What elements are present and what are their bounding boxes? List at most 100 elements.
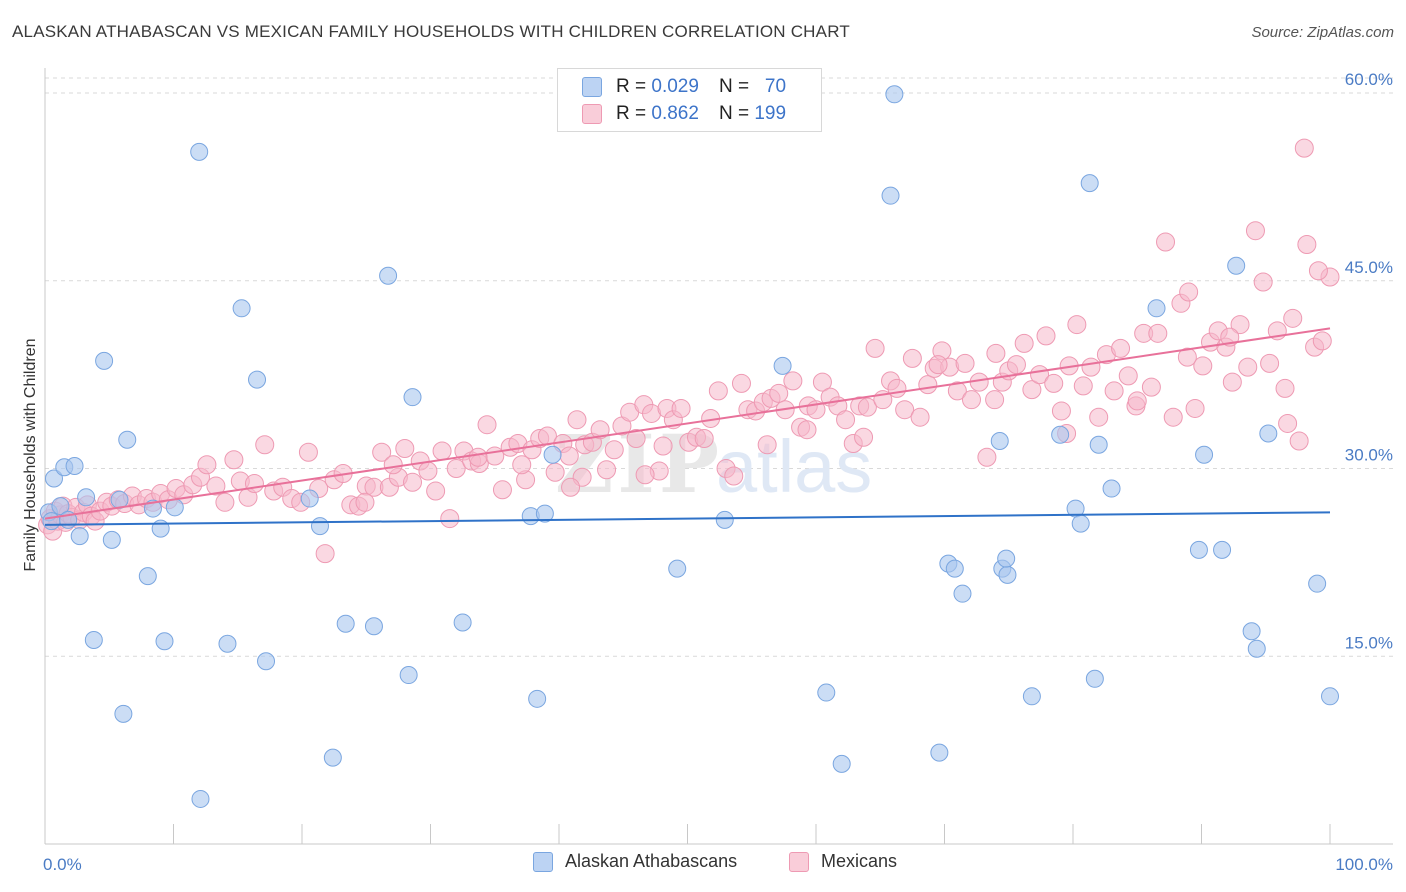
data-point-alaskan-athabascans <box>232 299 251 318</box>
trendline-mexicans <box>44 327 1331 520</box>
data-point-mexicans <box>1179 282 1199 302</box>
data-point-mexicans <box>512 455 532 475</box>
data-point-alaskan-athabascans <box>817 683 836 702</box>
data-point-mexicans <box>1245 221 1265 241</box>
data-point-alaskan-athabascans <box>1259 424 1278 443</box>
data-point-mexicans <box>255 435 275 455</box>
legend-r-value: 0.862 <box>651 103 699 124</box>
legend-swatch-pink <box>582 104 602 124</box>
data-point-alaskan-athabascans <box>945 559 964 578</box>
data-point-mexicans <box>1238 357 1258 377</box>
data-point-alaskan-athabascans <box>248 370 267 389</box>
data-point-alaskan-athabascans <box>1051 425 1070 444</box>
data-point-mexicans <box>1141 377 1161 397</box>
data-point-mexicans <box>372 442 392 462</box>
data-point-mexicans <box>432 441 452 461</box>
data-point-mexicans <box>559 446 579 466</box>
data-point-alaskan-athabascans <box>773 356 792 375</box>
trendline-alaskan-athabascans <box>44 511 1331 526</box>
data-point-mexicans <box>206 476 226 496</box>
data-point-mexicans <box>597 460 617 480</box>
data-point-mexicans <box>492 480 512 500</box>
trendlines <box>44 327 1331 526</box>
data-point-alaskan-athabascans <box>1308 574 1327 593</box>
data-point-mexicans <box>724 466 744 486</box>
x-tick-label: 100.0% <box>1335 855 1393 874</box>
data-point-mexicans <box>1230 315 1250 335</box>
data-point-mexicans <box>1289 431 1309 451</box>
legend-item-alaskan-athabascans: Alaskan Athabascans <box>533 851 737 872</box>
data-point-mexicans <box>224 450 244 470</box>
data-point-alaskan-athabascans <box>453 613 472 632</box>
data-point-alaskan-athabascans <box>885 85 904 104</box>
data-point-mexicans <box>395 438 415 458</box>
data-point-mexicans <box>857 397 877 417</box>
data-point-mexicans <box>545 462 565 482</box>
data-point-alaskan-athabascans <box>257 652 276 671</box>
data-point-mexicans <box>1297 234 1317 254</box>
data-point-alaskan-athabascans <box>1195 445 1214 464</box>
series-legend: Alaskan Athabascans Mexicans <box>0 851 1406 877</box>
data-point-mexicans <box>1067 315 1087 335</box>
data-point-mexicans <box>567 410 587 430</box>
data-point-mexicans <box>1253 272 1273 292</box>
data-point-alaskan-athabascans <box>77 488 96 507</box>
legend-row-athabascan: R = 0.029 N = 70 <box>582 75 786 99</box>
gridlines <box>45 77 1393 657</box>
data-point-mexicans <box>315 544 335 564</box>
data-point-alaskan-athabascans <box>165 498 184 517</box>
data-point-mexicans <box>1081 357 1101 377</box>
data-point-mexicans <box>1036 326 1056 346</box>
data-point-alaskan-athabascans <box>399 666 418 685</box>
data-point-mexicans <box>298 442 318 462</box>
data-point-alaskan-athabascans <box>832 754 851 773</box>
data-point-mexicans <box>783 371 803 391</box>
data-point-mexicans <box>1308 261 1328 281</box>
data-point-alaskan-athabascans <box>95 351 114 370</box>
source-label: Source: ZipAtlas.com <box>1251 24 1394 41</box>
legend-n-label: N = <box>718 103 750 124</box>
data-point-mexicans <box>1073 376 1093 396</box>
data-point-mexicans <box>694 428 714 448</box>
data-point-mexicans <box>1185 398 1205 418</box>
data-point-mexicans <box>757 435 777 455</box>
data-point-alaskan-athabascans <box>543 445 562 464</box>
data-point-alaskan-athabascans <box>218 634 237 653</box>
data-point-alaskan-athabascans <box>990 431 1009 450</box>
y-tick-label: 15.0% <box>1345 633 1393 652</box>
tick-labels: 15.0% 30.0% 45.0% 60.0% 0.0% 100.0% <box>43 70 1393 874</box>
data-point-mexicans <box>446 459 466 479</box>
data-point-mexicans <box>928 355 948 375</box>
data-point-mexicans <box>947 381 967 401</box>
data-point-mexicans <box>561 477 581 497</box>
data-point-mexicans <box>1022 380 1042 400</box>
data-point-mexicans <box>1148 323 1168 343</box>
data-point-mexicans <box>985 390 1005 410</box>
data-point-mexicans <box>355 492 375 512</box>
legend-n-label: N = <box>718 76 750 97</box>
data-point-mexicans <box>590 420 610 440</box>
data-point-alaskan-athabascans <box>1247 639 1266 658</box>
data-point-mexicans <box>1278 413 1298 433</box>
data-point-alaskan-athabascans <box>1147 299 1166 318</box>
data-point-alaskan-athabascans <box>953 584 972 603</box>
data-point-alaskan-athabascans <box>930 743 949 762</box>
data-point-alaskan-athabascans <box>151 519 170 538</box>
data-point-mexicans <box>986 343 1006 363</box>
legend-label: Alaskan Athabascans <box>565 851 738 871</box>
data-point-mexicans <box>1163 407 1183 427</box>
data-point-alaskan-athabascans <box>528 689 547 708</box>
data-point-alaskan-athabascans <box>1189 540 1208 559</box>
data-point-mexicans <box>477 415 497 435</box>
data-point-alaskan-athabascans <box>1102 479 1121 498</box>
data-point-mexicans <box>1222 372 1242 392</box>
data-point-alaskan-athabascans <box>191 789 210 808</box>
data-point-alaskan-athabascans <box>300 489 319 508</box>
data-point-alaskan-athabascans <box>155 632 174 651</box>
legend-swatch-blue <box>582 77 602 97</box>
data-point-mexicans <box>671 398 691 418</box>
correlation-legend: R = 0.029 N = 70 R = 0.862 N = 199 <box>557 68 822 132</box>
series-alaskan-athabascans <box>39 85 1339 808</box>
data-point-mexicans <box>1193 356 1213 376</box>
data-point-mexicans <box>383 455 403 475</box>
